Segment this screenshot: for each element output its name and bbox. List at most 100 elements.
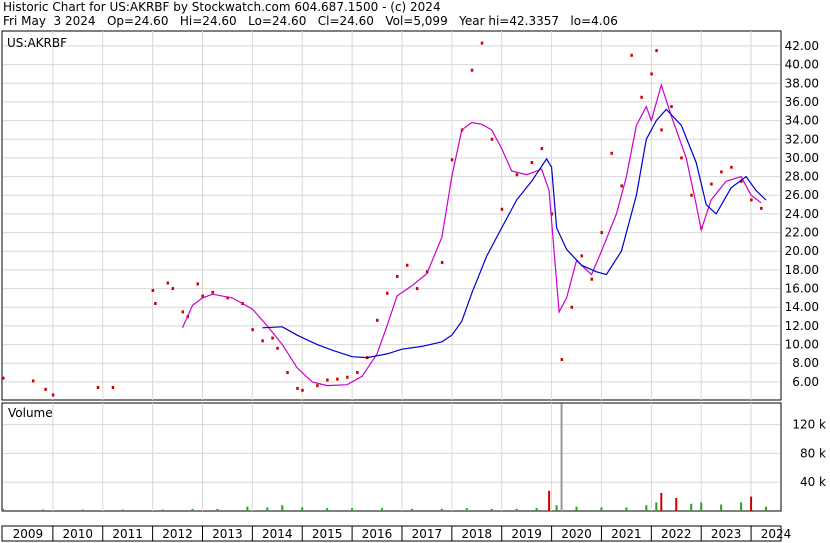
volume-bar <box>655 502 658 511</box>
x-tick-label: 2018 <box>462 527 493 541</box>
price-point <box>276 346 279 350</box>
volume-bar <box>281 505 284 511</box>
price-point <box>261 339 264 343</box>
price-point <box>201 294 204 298</box>
x-tick-label: 2016 <box>362 527 393 541</box>
price-point <box>680 156 683 160</box>
price-point <box>570 305 574 309</box>
price-point <box>346 375 349 379</box>
price-point <box>450 158 454 162</box>
price-point <box>376 318 379 322</box>
price-point <box>620 184 623 188</box>
price-point <box>171 287 175 291</box>
x-tick-label: 2011 <box>112 527 143 541</box>
volume-bar <box>555 505 558 511</box>
price-y-tick-label: 28.00 <box>785 170 819 184</box>
price-point <box>301 388 304 392</box>
price-y-tick-label: 16.00 <box>785 282 819 296</box>
price-point <box>540 147 544 151</box>
x-tick-label: 2014 <box>262 527 293 541</box>
volume-bar <box>191 508 194 511</box>
price-point <box>286 371 289 375</box>
price-y-tick-label: 42.00 <box>785 39 819 53</box>
x-tick-label: 2024 <box>761 527 792 541</box>
volume-bar <box>690 503 693 511</box>
volume-bar <box>575 506 578 511</box>
price-point <box>415 287 419 291</box>
x-tick-label: 2019 <box>511 527 542 541</box>
price-point <box>211 290 214 294</box>
price-point <box>470 68 474 72</box>
price-point <box>650 72 653 76</box>
volume-bar <box>490 508 493 511</box>
volume-bar <box>266 507 269 511</box>
volume-bar <box>535 508 538 511</box>
volume-bar <box>41 509 44 511</box>
price-point <box>640 95 643 99</box>
price-y-tick-label: 38.00 <box>785 76 819 90</box>
price-point <box>316 384 319 388</box>
price-point <box>515 173 519 177</box>
volume-bar <box>216 508 219 511</box>
price-point <box>660 128 663 132</box>
price-y-tick-label: 6.00 <box>792 375 819 389</box>
price-point <box>196 282 199 286</box>
volume-bar <box>410 508 413 511</box>
volume-bar <box>625 507 628 511</box>
price-y-tick-label: 36.00 <box>785 95 819 109</box>
volume-bar <box>121 509 124 511</box>
price-point <box>151 288 155 292</box>
price-plot <box>2 41 767 397</box>
price-point <box>670 105 673 109</box>
volume-bar <box>326 508 329 511</box>
volume-bar <box>700 502 703 511</box>
volume-panel: 40 k 80 k 120 k Volume <box>1 402 826 512</box>
price-point <box>610 151 613 155</box>
price-point <box>600 231 603 235</box>
price-point <box>271 336 274 340</box>
price-grid <box>3 31 780 400</box>
price-point <box>480 41 484 45</box>
price-point <box>720 170 723 174</box>
price-point <box>630 53 633 57</box>
price-y-axis: 6.00 8.00 10.00 12.00 14.00 16.00 18.00 20.00 22… <box>785 39 819 389</box>
x-tick-label: 2013 <box>212 527 243 541</box>
x-tick-label: 2010 <box>63 527 94 541</box>
volume-bar <box>660 493 663 511</box>
price-point <box>251 328 254 332</box>
price-y-tick-label: 24.00 <box>785 207 819 221</box>
volume-bar <box>720 504 723 511</box>
x-axis: 2009 2010 2011 2012 2013 2014 2015 2016 2017 2018… <box>1 525 792 542</box>
volume-y-tick-label: 40 k <box>800 475 826 489</box>
price-y-tick-label: 26.00 <box>785 188 819 202</box>
volume-bar <box>675 498 678 511</box>
volume-label: Volume <box>8 406 53 420</box>
price-point <box>326 378 329 382</box>
volume-bar <box>750 496 753 511</box>
x-tick-label: 2022 <box>661 527 692 541</box>
x-tick-label: 2012 <box>162 527 193 541</box>
price-point <box>750 198 753 202</box>
price-point <box>580 254 584 258</box>
volume-bar <box>548 490 551 511</box>
volume-bar <box>600 507 603 511</box>
price-point <box>560 357 564 361</box>
volume-bar <box>381 508 384 511</box>
x-tick-label: 2015 <box>312 527 343 541</box>
price-point <box>296 386 299 390</box>
volume-bar <box>161 509 164 511</box>
price-y-tick-label: 14.00 <box>785 300 819 314</box>
price-point <box>690 193 693 197</box>
x-tick-label: 2020 <box>561 527 592 541</box>
volume-y-tick-label: 80 k <box>800 446 826 460</box>
price-panel: 6.00 8.00 10.00 12.00 14.00 16.00 18.00 20.00 22… <box>1 30 819 401</box>
x-axis-frame <box>1 525 782 542</box>
price-point <box>181 310 185 314</box>
price-point <box>590 277 593 281</box>
price-point <box>356 371 359 375</box>
chart-header-line-2: Fri May 3 2024 Op=24.60 Hi=24.60 Lo=24.6… <box>3 14 618 28</box>
x-tick-label: 2023 <box>711 527 742 541</box>
price-point <box>96 385 100 389</box>
volume-grid <box>3 403 780 511</box>
